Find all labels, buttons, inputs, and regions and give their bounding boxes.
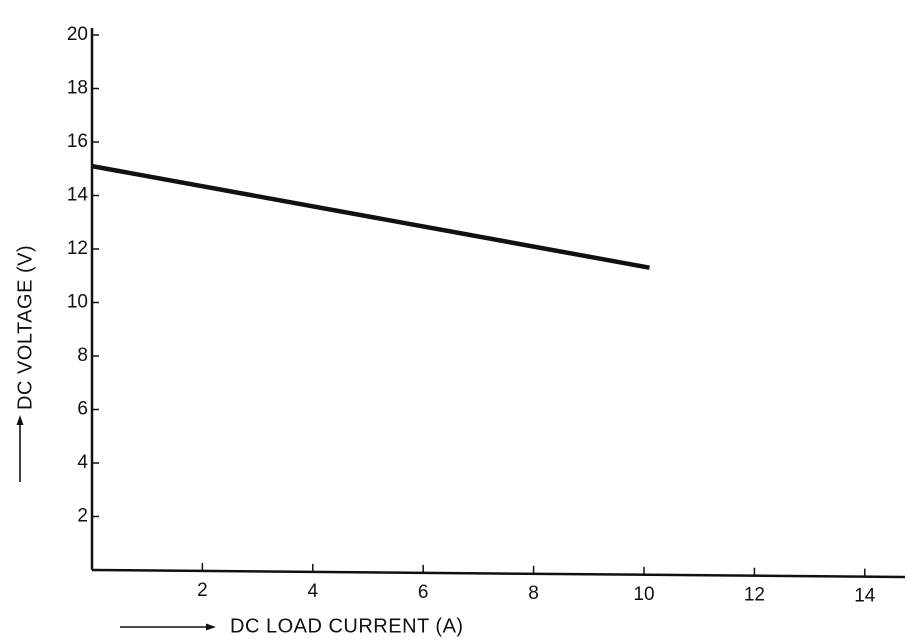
y-tick-label: 16 <box>67 131 88 152</box>
y-tick-label: 2 <box>77 506 88 527</box>
y-tick-label: 6 <box>77 399 88 420</box>
x-tick-label: 10 <box>633 584 654 605</box>
x-tick-label: 2 <box>197 580 208 601</box>
y-tick-label: 10 <box>67 292 88 313</box>
x-tick-label: 12 <box>744 585 765 606</box>
x-axis-line <box>91 568 906 579</box>
y-axis-arrow-icon <box>16 415 24 482</box>
x-tick-label: 8 <box>528 583 539 604</box>
y-tick-label: 18 <box>67 78 88 99</box>
series-line <box>91 163 650 270</box>
y-tick-label: 8 <box>77 345 88 366</box>
series-layer <box>91 163 650 270</box>
x-tick-label: 6 <box>418 582 429 603</box>
x-axis-title: DC LOAD CURRENT (A) <box>230 615 464 637</box>
y-tick-label: 20 <box>67 24 88 45</box>
axes <box>90 28 906 579</box>
y-tick-label: 14 <box>67 185 89 206</box>
y-tick-label: 4 <box>77 452 88 473</box>
x-tick-label: 14 <box>854 586 876 607</box>
x-ticks: 2 4 6 8 10 12 14 <box>197 562 876 607</box>
y-axis-title: DC VOLTAGE (V) <box>14 245 36 410</box>
x-axis-arrow-icon <box>120 623 216 631</box>
x-tick-label: 4 <box>308 581 319 602</box>
y-ticks: 2 4 6 8 10 12 14 16 18 20 <box>67 24 99 527</box>
y-axis-title-group: DC VOLTAGE (V) <box>14 245 36 410</box>
y-tick-label: 12 <box>67 238 88 259</box>
